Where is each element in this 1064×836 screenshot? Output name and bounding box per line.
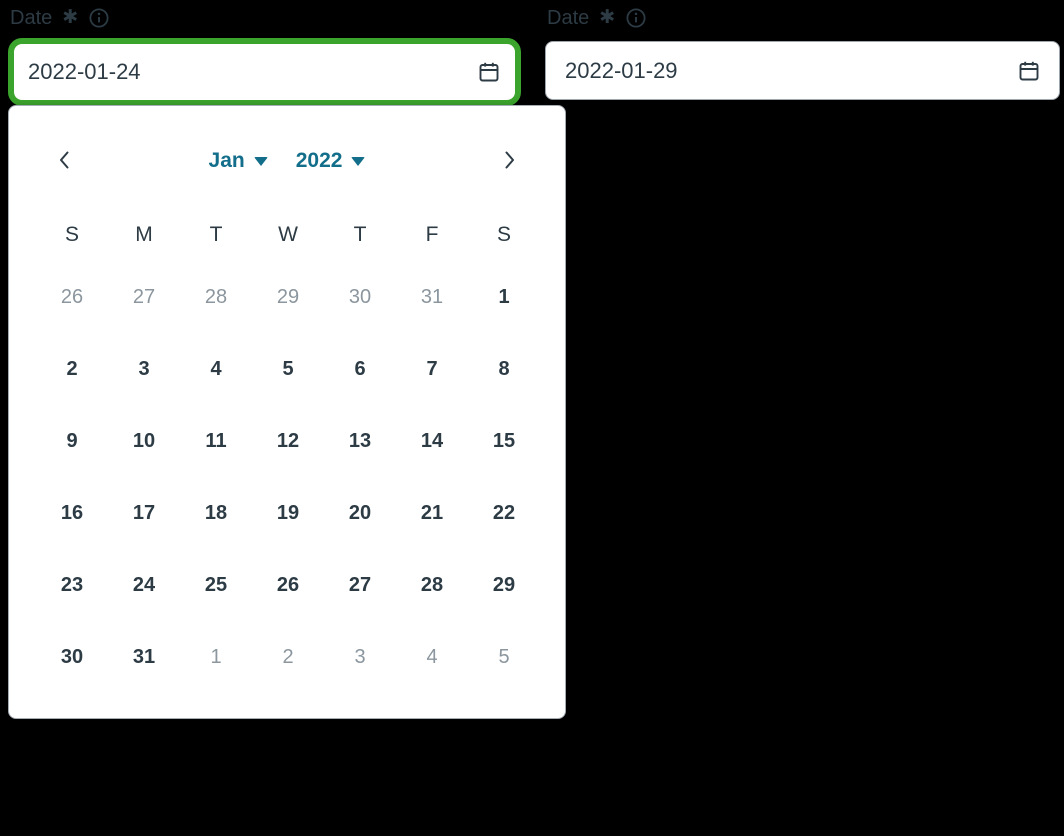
day-cell[interactable]: 14 <box>420 429 444 452</box>
calendar-icon[interactable] <box>477 60 501 84</box>
day-cell[interactable]: 2 <box>66 357 78 380</box>
month-year-selects: Jan 2022 <box>85 149 489 173</box>
chevron-right-icon <box>498 149 520 174</box>
calendar-nav: Jan 2022 <box>9 106 565 216</box>
year-select-value: 2022 <box>295 149 343 172</box>
calendar-grid: S M T W T F S 26 27 28 29 30 31 1 2 3 4 5 6 7 8 9 10 11 12 13 14 15… <box>36 209 540 693</box>
prev-month-button[interactable] <box>45 141 85 181</box>
day-cell[interactable]: 17 <box>132 501 156 524</box>
day-cell[interactable]: 15 <box>492 429 516 452</box>
weekday-header: T <box>353 223 367 246</box>
year-select[interactable]: 2022 <box>296 149 366 173</box>
datepicker-popup: Jan 2022 S M T W T F S 26 27 28 29 30 31 1 2 3 4 5 6 7 8 9 10 1… <box>8 105 566 719</box>
day-cell[interactable]: 3 <box>138 357 150 380</box>
day-cell[interactable]: 7 <box>426 357 438 380</box>
day-cell[interactable]: 31 <box>132 645 156 668</box>
day-cell[interactable]: 19 <box>276 501 300 524</box>
weekday-header: M <box>135 223 153 246</box>
day-cell[interactable]: 26 <box>60 285 84 308</box>
day-cell[interactable]: 29 <box>276 285 300 308</box>
day-cell[interactable]: 3 <box>354 645 366 668</box>
day-cell[interactable]: 21 <box>420 501 444 524</box>
day-cell[interactable]: 5 <box>498 645 510 668</box>
end-date-input-wrapper <box>545 41 1060 100</box>
day-cell[interactable]: 30 <box>60 645 84 668</box>
day-cell[interactable]: 1 <box>498 285 510 308</box>
day-cell[interactable]: 23 <box>60 573 84 596</box>
day-cell[interactable]: 27 <box>348 573 372 596</box>
day-cell[interactable]: 20 <box>348 501 372 524</box>
required-asterisk-icon: ✱ <box>599 6 616 28</box>
day-cell[interactable]: 18 <box>204 501 228 524</box>
start-date-label: Date ✱ <box>10 4 110 32</box>
end-date-label-text: Date <box>547 6 590 29</box>
info-icon[interactable] <box>88 7 110 29</box>
day-cell[interactable]: 12 <box>276 429 300 452</box>
end-date-label: Date ✱ <box>547 4 647 32</box>
day-cell[interactable]: 16 <box>60 501 84 524</box>
day-cell[interactable]: 26 <box>276 573 300 596</box>
weekday-header: F <box>425 223 439 246</box>
info-icon[interactable] <box>625 7 647 29</box>
caret-down-icon <box>253 156 268 166</box>
weekday-header: W <box>278 223 298 246</box>
weekday-header: T <box>209 223 223 246</box>
caret-down-icon <box>351 156 366 166</box>
chevron-left-icon <box>54 149 76 174</box>
day-cell[interactable]: 27 <box>132 285 156 308</box>
month-select[interactable]: Jan <box>209 149 268 173</box>
day-cell[interactable]: 6 <box>354 357 366 380</box>
day-cell[interactable]: 5 <box>282 357 294 380</box>
day-cell[interactable]: 25 <box>204 573 228 596</box>
day-cell[interactable]: 13 <box>348 429 372 452</box>
start-date-input[interactable] <box>28 59 477 85</box>
day-cell[interactable]: 11 <box>205 429 227 452</box>
month-select-value: Jan <box>208 149 245 172</box>
day-cell[interactable]: 30 <box>348 285 372 308</box>
day-cell[interactable]: 1 <box>210 645 222 668</box>
day-cell[interactable]: 31 <box>420 285 444 308</box>
day-cell[interactable]: 28 <box>204 285 228 308</box>
calendar-icon[interactable] <box>1017 59 1041 83</box>
day-cell[interactable]: 28 <box>420 573 444 596</box>
day-cell[interactable]: 4 <box>426 645 438 668</box>
day-cell[interactable]: 10 <box>132 429 156 452</box>
day-cell[interactable]: 22 <box>492 501 516 524</box>
day-cell[interactable]: 4 <box>210 357 222 380</box>
weekday-header: S <box>496 223 511 246</box>
start-date-input-wrapper <box>8 38 521 106</box>
day-cell[interactable]: 24 <box>132 573 156 596</box>
day-cell[interactable]: 29 <box>492 573 516 596</box>
next-month-button[interactable] <box>489 141 529 181</box>
day-cell[interactable]: 8 <box>498 357 510 380</box>
required-asterisk-icon: ✱ <box>62 6 79 28</box>
day-cell[interactable]: 9 <box>66 429 78 452</box>
day-cell[interactable]: 2 <box>282 645 294 668</box>
start-date-label-text: Date <box>10 6 53 29</box>
end-date-input[interactable] <box>565 57 1017 84</box>
weekday-header: S <box>64 223 79 246</box>
